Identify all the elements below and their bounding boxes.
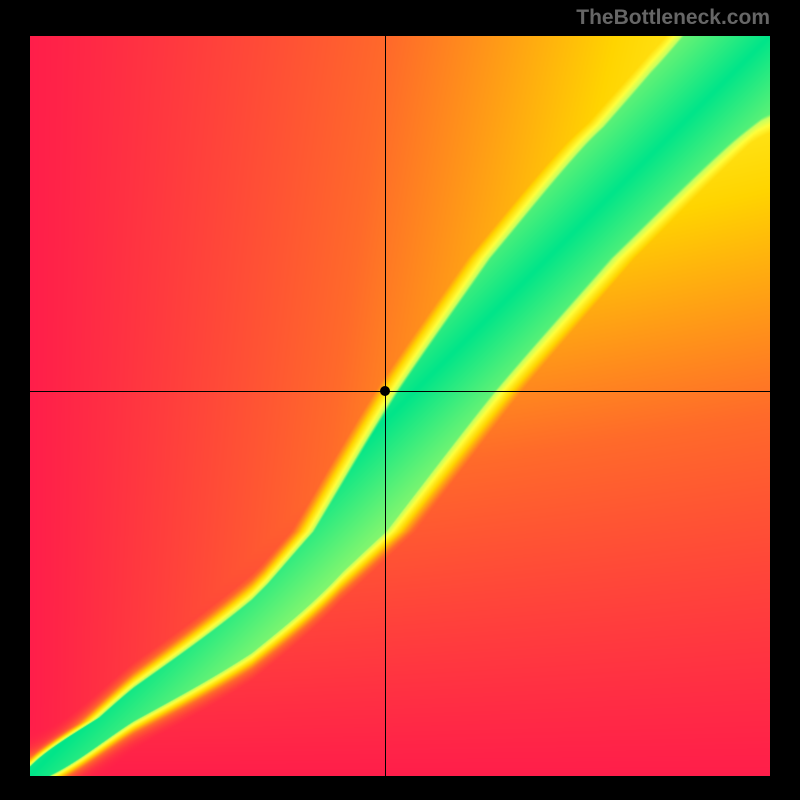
marker-dot (380, 386, 390, 396)
plot-area (30, 36, 770, 776)
chart-outer: TheBottleneck.com (0, 0, 800, 800)
crosshair-horizontal (30, 391, 770, 392)
heatmap-canvas-wrap (30, 36, 770, 776)
heatmap-canvas (30, 36, 770, 776)
crosshair-vertical (385, 36, 386, 776)
watermark-text: TheBottleneck.com (576, 6, 770, 30)
